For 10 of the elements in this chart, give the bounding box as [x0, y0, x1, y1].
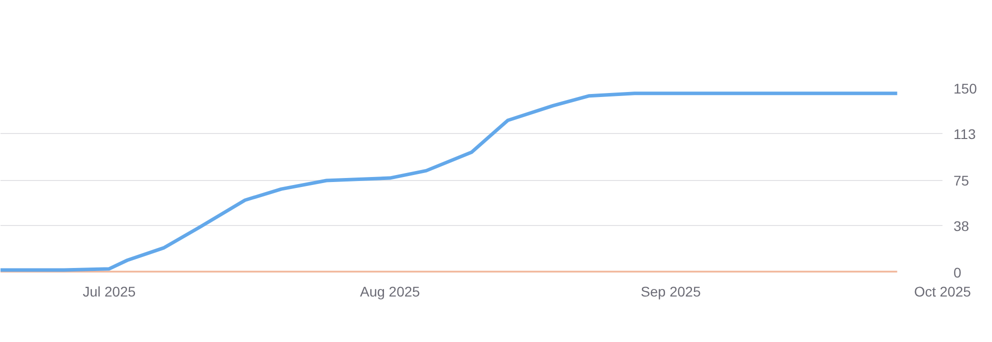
line-series [0, 92, 899, 272]
y-tick-label: 113 [954, 126, 976, 142]
x-tick-label: Oct 2025 [914, 284, 972, 300]
y-tick-label: 75 [954, 172, 970, 188]
y-tick-label: 150 [954, 80, 978, 96]
x-tick-label: Sep 2025 [640, 284, 701, 300]
x-tick-label: Jul 2025 [82, 284, 136, 300]
y-tick-label: 38 [954, 218, 970, 234]
x-tick-label: Aug 2025 [360, 284, 420, 300]
y-tick-label: 0 [954, 264, 962, 280]
